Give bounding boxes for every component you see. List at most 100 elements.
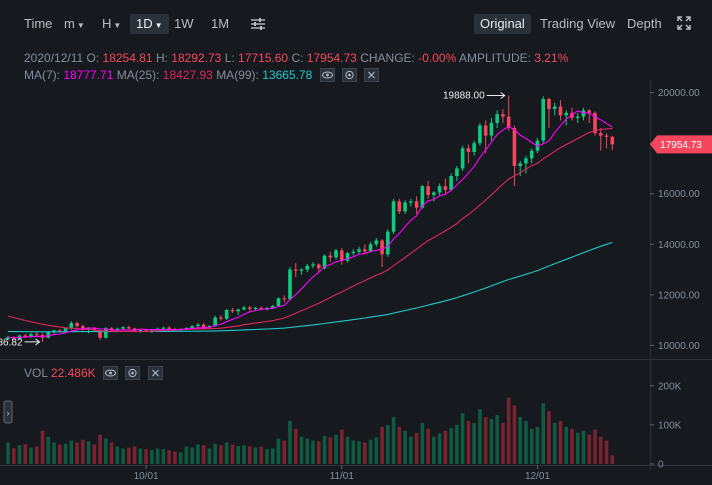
volume-bar (178, 452, 183, 464)
candle-body (558, 106, 563, 116)
candle-body (63, 328, 68, 332)
candle-body (610, 136, 615, 145)
candle-body (593, 112, 597, 134)
min-price-label: 10136.82 (0, 337, 23, 348)
candle-body (322, 255, 327, 269)
ma25-line (7, 128, 613, 333)
candle-body (293, 269, 298, 271)
candle-body (144, 330, 148, 332)
caret-down-icon: ▼ (113, 21, 122, 30)
candle-body (224, 309, 229, 319)
volume-bar (570, 428, 574, 464)
interval-hours[interactable]: H ▼ (102, 16, 122, 31)
current-price-badge (650, 135, 712, 154)
interval-1d[interactable]: 1D ▼ (130, 14, 169, 34)
volume-bar (397, 426, 402, 464)
high-value: 18292.73 (171, 51, 222, 65)
settings-icon[interactable] (125, 365, 141, 380)
ma7-label: MA(7): (24, 68, 60, 82)
volume-bar (17, 445, 22, 464)
volume-tick-label: 0 (658, 460, 664, 471)
volume-bar (409, 436, 413, 464)
volume-bar (6, 442, 10, 464)
candle-body (230, 309, 235, 312)
view-depth[interactable]: Depth (627, 16, 662, 31)
ohlc-date: 2020/12/11 (24, 51, 84, 65)
volume-bar (460, 413, 465, 464)
volume-bar (138, 448, 143, 464)
volume-bar (593, 429, 597, 464)
candle-body (339, 250, 344, 261)
settings-icon[interactable] (341, 67, 357, 82)
volume-bar (259, 446, 264, 464)
volume-bar (587, 434, 592, 464)
candle-body (478, 125, 482, 144)
volume-bar (311, 440, 315, 464)
candle-body (109, 328, 114, 330)
time-tick-label: 12/01 (525, 471, 550, 482)
ohlc-legend: 2020/12/11 O: 18254.81 H: 18292.73 L: 17… (24, 51, 568, 65)
volume-bar (455, 424, 459, 464)
view-original[interactable]: Original (474, 14, 531, 34)
volume-bar (449, 428, 453, 464)
change-label: CHANGE: (360, 51, 415, 65)
volume-bar (598, 436, 603, 464)
volume-bar (374, 437, 379, 464)
arrow-right-icon (486, 92, 506, 99)
candle-body (460, 148, 465, 169)
close-icon[interactable] (364, 67, 380, 82)
candle-body (363, 249, 367, 252)
eye-icon[interactable] (102, 365, 118, 380)
volume-bar (92, 444, 97, 464)
candle-body (23, 335, 28, 337)
volume-bar (109, 442, 114, 464)
candle-body (472, 143, 476, 153)
fullscreen-icon[interactable] (677, 16, 691, 36)
low-label: L: (224, 51, 235, 65)
ma-legend: MA(7): 18777.71 MA(25): 18427.93 MA(99):… (24, 67, 380, 83)
volume-bar (328, 437, 333, 464)
candle-body (270, 305, 275, 308)
volume-bar (478, 409, 482, 464)
pane-scroll-handle[interactable] (3, 400, 13, 424)
volume-bar (98, 434, 102, 464)
candle-body (92, 327, 97, 331)
eye-icon[interactable] (319, 67, 335, 82)
price-tick-label: 14000.00 (658, 240, 700, 251)
volume-bar (173, 451, 177, 464)
candle-body (483, 125, 488, 136)
interval-1m[interactable]: 1M (211, 16, 230, 31)
candle-body (236, 309, 240, 312)
close-icon[interactable] (147, 365, 163, 380)
volume-bar (380, 426, 384, 464)
volume-bar (270, 448, 275, 464)
interval-1w[interactable]: 1W (174, 16, 194, 31)
volume-bars (6, 397, 615, 464)
interval-time[interactable]: Time (24, 16, 53, 31)
vol-legend: VOL 22.486K (24, 365, 163, 381)
candle-body (190, 326, 194, 328)
close-value: 17954.73 (306, 51, 357, 65)
volume-bar (541, 403, 546, 464)
volume-bar (386, 424, 390, 464)
candles (6, 95, 615, 342)
candle-body (219, 317, 223, 319)
volume-bar (196, 444, 200, 464)
price-tick-label: 16000.00 (658, 189, 700, 200)
candle-body (57, 330, 62, 332)
candle-body (138, 330, 143, 332)
candle-body (380, 240, 384, 255)
sliders-icon[interactable] (250, 13, 266, 33)
volume-bar (403, 430, 407, 464)
interval-minutes[interactable]: m ▼ (64, 16, 85, 31)
candle-body (75, 323, 79, 327)
ma7-line (7, 110, 613, 339)
candle-body (409, 201, 413, 203)
caret-down-icon: ▼ (76, 21, 85, 30)
view-trading-view[interactable]: Trading View (540, 16, 616, 31)
candle-body (196, 324, 200, 327)
candle-body (34, 334, 39, 336)
volume-bar (288, 421, 292, 464)
volume-bar (213, 443, 217, 464)
